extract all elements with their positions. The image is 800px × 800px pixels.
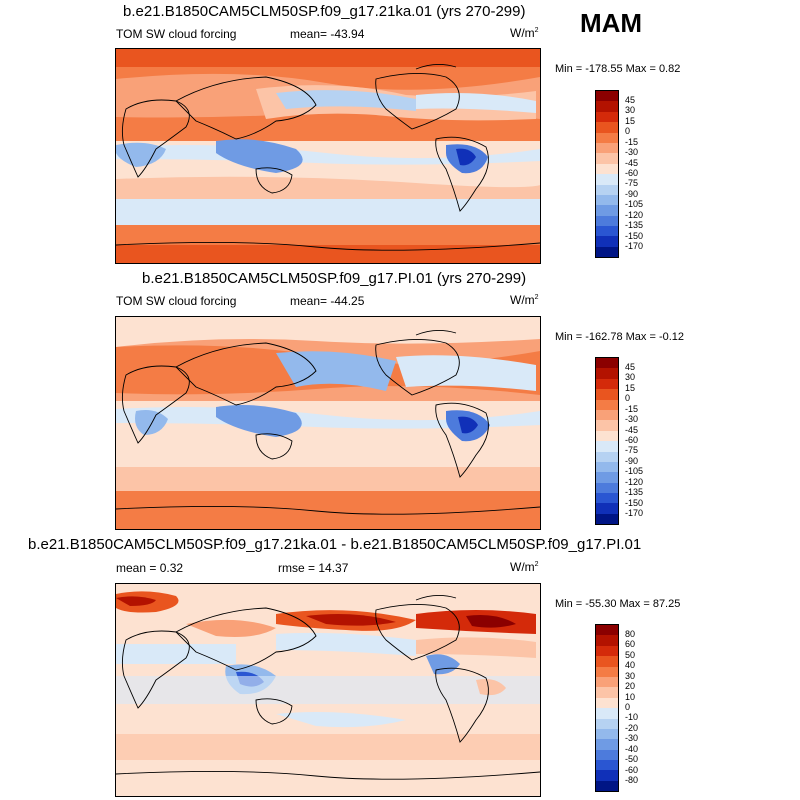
panel1-mean-label: mean= -43.94 [290,27,365,41]
panel1-variable-label: TOM SW cloud forcing [116,27,237,41]
cbar-tick: 30 [625,372,636,382]
cbar-tick: -60 [625,168,639,178]
cbar-tick: -50 [625,754,639,764]
cbar-tick: -15 [625,137,639,147]
cbar-tick: -150 [625,498,644,508]
cbar-tick: 20 [625,681,636,691]
cbar-tick: -105 [625,199,644,209]
cbar-tick: -20 [625,723,639,733]
panel1-map-svg [116,49,540,263]
cbar-tick: 45 [625,362,636,372]
cbar-tick: -40 [625,744,639,754]
panel3-rmse-label: rmse = 14.37 [278,561,349,575]
cbar-tick: -135 [625,220,644,230]
cbar-tick: 50 [625,650,636,660]
panel2-title: b.e21.B1850CAM5CLM50SP.f09_g17.PI.01 (yr… [142,270,527,287]
panel3-map-svg [116,584,540,796]
cbar-tick: 15 [625,116,636,126]
cbar-tick: -60 [625,435,639,445]
panel2-map [115,316,541,530]
cbar-tick: -170 [625,241,644,251]
cbar-tick: 0 [625,126,631,136]
panel1-map [115,48,541,264]
cbar-tick: -135 [625,487,644,497]
cbar-tick: 0 [625,393,631,403]
panel1-colorbar [595,90,619,258]
cbar-tick: -170 [625,508,644,518]
cbar-tick: -150 [625,231,644,241]
cbar-tick: -30 [625,147,639,157]
panel3-minmax: Min = -55.30 Max = 87.25 [555,598,681,610]
cbar-tick: 45 [625,95,636,105]
cbar-tick: 15 [625,383,636,393]
cbar-tick: -120 [625,477,644,487]
panel2-variable-label: TOM SW cloud forcing [116,294,237,308]
cbar-tick: -30 [625,414,639,424]
panel3-colorbar [595,624,619,792]
panel2-mean-label: mean= -44.25 [290,294,365,308]
cbar-tick: -45 [625,425,639,435]
cbar-tick: 30 [625,671,636,681]
season-label: MAM [580,8,643,38]
cbar-tick: -15 [625,404,639,414]
panel3-units: W/m2 [510,560,539,574]
cbar-tick: 40 [625,660,636,670]
cbar-tick: -30 [625,733,639,743]
cbar-tick: 80 [625,629,636,639]
cbar-tick: -45 [625,158,639,168]
panel2-map-svg [116,317,540,529]
cbar-tick: 60 [625,639,636,649]
panel1-title: b.e21.B1850CAM5CLM50SP.f09_g17.21ka.01 (… [123,3,526,20]
cbar-tick: -80 [625,775,639,785]
cbar-tick: -75 [625,178,639,188]
panel2-colorbar [595,357,619,525]
cbar-tick: 0 [625,702,631,712]
panel1-units: W/m2 [510,26,539,40]
cbar-tick: 10 [625,692,636,702]
cbar-tick: -10 [625,712,639,722]
panel2-units: W/m2 [510,293,539,307]
cbar-tick: -90 [625,456,639,466]
cbar-tick: -105 [625,466,644,476]
cbar-tick: -120 [625,210,644,220]
cbar-tick: -90 [625,189,639,199]
panel3-map [115,583,541,797]
panel1-minmax: Min = -178.55 Max = 0.82 [555,63,681,75]
cbar-tick: -75 [625,445,639,455]
panel3-mean-label: mean = 0.32 [116,561,184,575]
panel3-title: b.e21.B1850CAM5CLM50SP.f09_g17.21ka.01 -… [28,536,642,553]
cbar-tick: 30 [625,105,636,115]
cbar-tick: -60 [625,765,639,775]
panel2-minmax: Min = -162.78 Max = -0.12 [555,331,685,343]
